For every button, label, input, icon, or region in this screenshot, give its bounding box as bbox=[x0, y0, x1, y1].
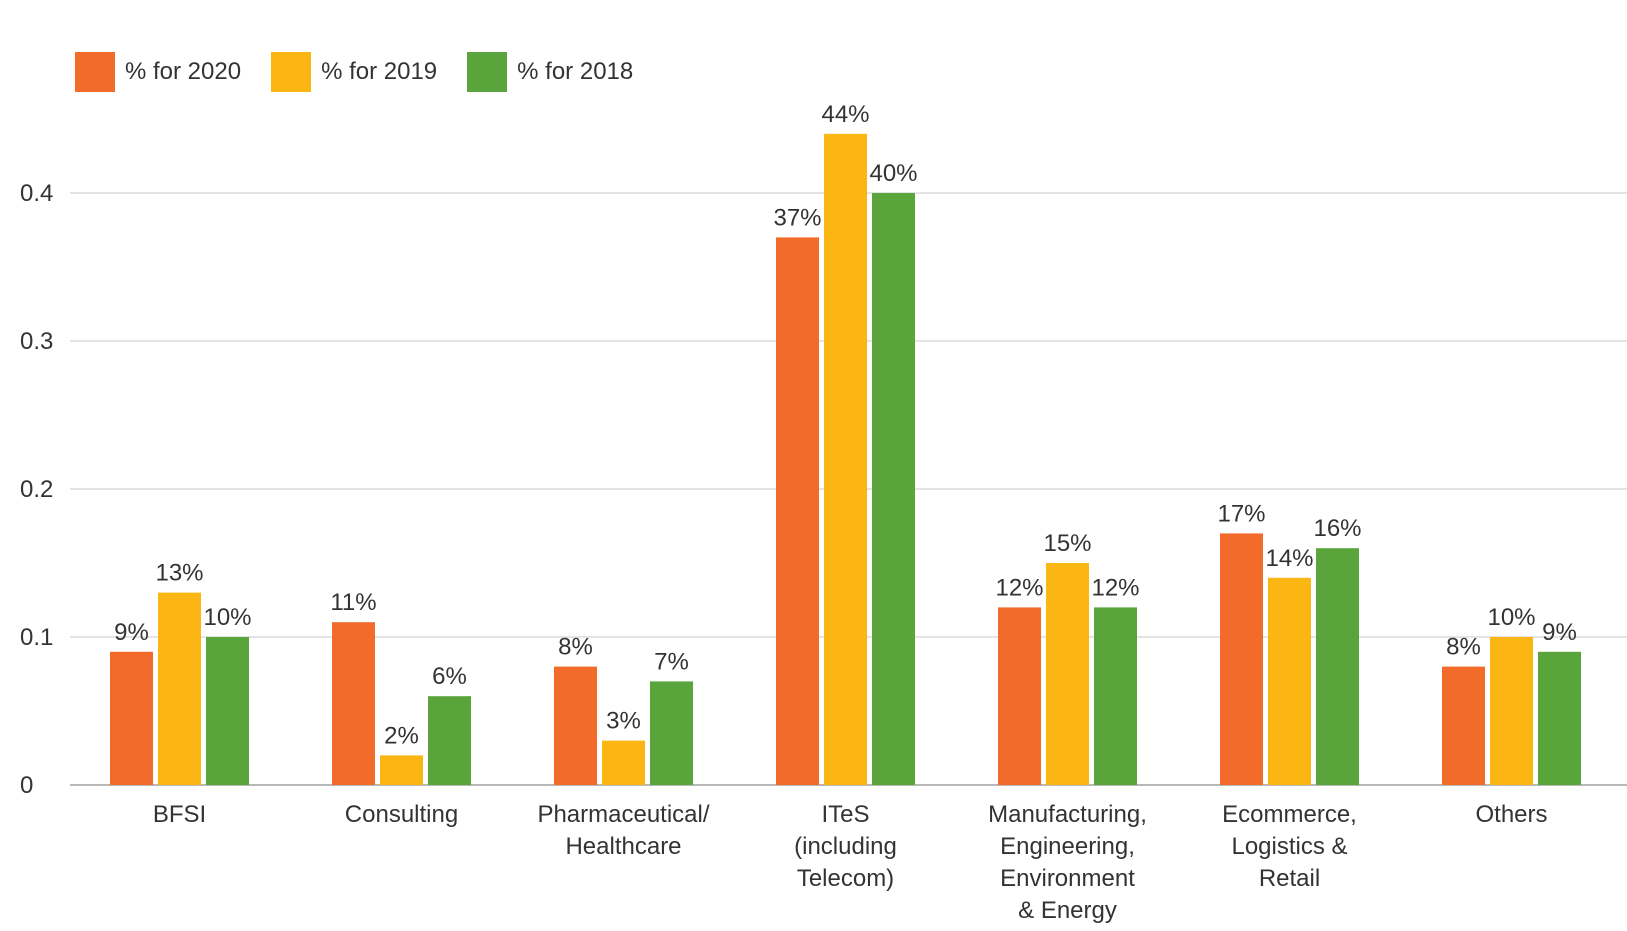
legend-swatch-2020 bbox=[75, 52, 115, 92]
legend: % for 2020 % for 2019 % for 2018 bbox=[75, 52, 633, 92]
bar bbox=[776, 237, 819, 785]
x-tick-label: Telecom) bbox=[797, 865, 894, 892]
data-label: 3% bbox=[606, 708, 641, 735]
legend-label-2020: % for 2020 bbox=[125, 58, 242, 85]
x-tick-label: Engineering, bbox=[1000, 833, 1135, 860]
bar bbox=[1094, 607, 1137, 785]
legend-item-2020: % for 2020 bbox=[75, 52, 241, 92]
y-tick-label: 0.3 bbox=[20, 328, 53, 355]
legend-item-2018: % for 2018 bbox=[467, 52, 633, 92]
legend-label-2019: % for 2019 bbox=[321, 58, 438, 85]
data-label: 10% bbox=[1487, 604, 1535, 631]
data-label: 12% bbox=[995, 574, 1043, 601]
legend-swatch-2018 bbox=[467, 52, 508, 92]
x-tick-label: Others bbox=[1475, 801, 1547, 828]
bar bbox=[824, 133, 867, 786]
data-label: 2% bbox=[384, 722, 419, 749]
y-tick-label: 0.4 bbox=[20, 180, 53, 207]
y-tick-label: 0 bbox=[20, 772, 33, 799]
data-label: 9% bbox=[114, 619, 149, 646]
data-label: 10% bbox=[203, 604, 251, 631]
legend-item-2019: % for 2019 bbox=[271, 52, 437, 92]
bar bbox=[1442, 666, 1485, 785]
bar bbox=[1316, 548, 1359, 785]
data-label: 37% bbox=[773, 204, 821, 231]
bar bbox=[872, 193, 915, 785]
y-tick-label: 0.1 bbox=[20, 624, 53, 651]
data-label: 11% bbox=[330, 589, 376, 616]
bar bbox=[1220, 533, 1263, 785]
bar bbox=[998, 607, 1041, 785]
data-label: 16% bbox=[1313, 515, 1361, 542]
x-tick-label: Ecommerce, bbox=[1222, 801, 1357, 828]
x-tick-label: Consulting bbox=[345, 801, 458, 828]
legend-swatch-2019 bbox=[271, 52, 312, 92]
x-tick-label: Logistics & bbox=[1231, 833, 1347, 860]
data-label: 15% bbox=[1043, 530, 1091, 557]
bar bbox=[158, 592, 201, 785]
bar bbox=[428, 696, 471, 785]
x-tick-label: & Energy bbox=[1018, 897, 1117, 924]
data-label: 7% bbox=[654, 648, 689, 675]
x-tick-label: BFSI bbox=[153, 801, 206, 828]
data-label: 40% bbox=[869, 160, 917, 187]
bar bbox=[110, 651, 153, 785]
bar bbox=[1046, 563, 1089, 785]
data-label: 12% bbox=[1091, 574, 1139, 601]
x-tick-label: Healthcare bbox=[565, 833, 681, 860]
bar bbox=[650, 681, 693, 785]
x-tick-label: Environment bbox=[1000, 865, 1135, 892]
y-tick-label: 0.2 bbox=[20, 476, 53, 503]
data-label: 8% bbox=[558, 634, 593, 661]
legend-label-2018: % for 2018 bbox=[517, 58, 634, 85]
data-label: 13% bbox=[155, 560, 203, 587]
x-tick-label: ITeS bbox=[821, 801, 869, 828]
x-tick-label: Manufacturing, bbox=[988, 801, 1147, 828]
bar bbox=[332, 622, 375, 785]
bar bbox=[602, 740, 645, 785]
data-label: 8% bbox=[1446, 634, 1481, 661]
data-label: 14% bbox=[1265, 545, 1313, 572]
bar bbox=[1490, 637, 1533, 785]
x-tick-label: (including bbox=[794, 833, 897, 860]
bar bbox=[206, 637, 249, 785]
bar bbox=[1268, 577, 1311, 785]
bar bbox=[1538, 651, 1581, 785]
data-label: 17% bbox=[1217, 500, 1265, 527]
x-tick-label: Retail bbox=[1259, 865, 1320, 892]
bar bbox=[554, 666, 597, 785]
bar bbox=[380, 755, 423, 785]
data-label: 6% bbox=[432, 663, 467, 690]
data-label: 44% bbox=[821, 101, 869, 128]
x-tick-label: Pharmaceutical/ bbox=[537, 801, 709, 828]
data-label: 9% bbox=[1542, 619, 1577, 646]
